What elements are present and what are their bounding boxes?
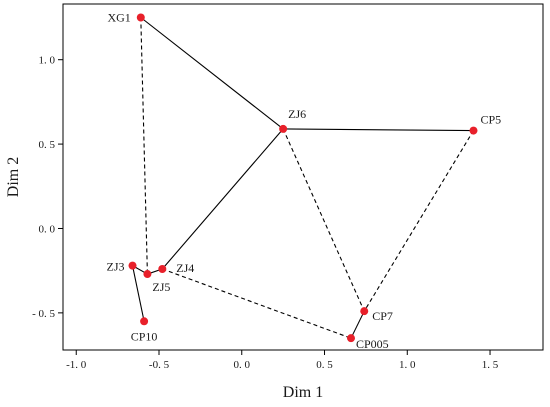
- x-tick-label: -0. 5: [149, 359, 170, 371]
- y-tick-label: 0. 0: [39, 223, 56, 235]
- points-layer: XG1 ZJ6 CP5 ZJ3 ZJ4 ZJ5 CP10 CP7 CP005: [107, 11, 502, 352]
- data-point: [347, 334, 355, 343]
- point-label: XG1: [107, 11, 130, 25]
- dashed-edge: [363, 130, 474, 312]
- solid-edge: [131, 265, 145, 322]
- data-point: [279, 124, 288, 133]
- point-label: ZJ3: [107, 260, 125, 274]
- point-label: ZJ4: [176, 261, 194, 275]
- y-tick-label: 0. 5: [39, 139, 56, 151]
- dashed-edge: [282, 128, 365, 312]
- y-tick-label: - 0. 5: [32, 308, 55, 320]
- point-label: ZJ5: [152, 280, 170, 294]
- point-label: CP5: [480, 113, 501, 127]
- point-label: ZJ6: [288, 107, 306, 121]
- point-label: CP005: [356, 337, 389, 351]
- solid-edge: [161, 128, 284, 270]
- x-tick-label: 1. 0: [399, 359, 416, 371]
- data-point: [136, 13, 145, 22]
- data-point: [140, 317, 149, 326]
- point-label: CP7: [372, 309, 393, 323]
- dashed-edge: [140, 17, 148, 275]
- x-tick-label: 0. 0: [234, 359, 251, 371]
- point-label: CP10: [131, 329, 158, 343]
- edges-layer: [131, 17, 474, 339]
- solid-edge: [140, 17, 284, 130]
- y-axis-label: Dim 2: [5, 157, 22, 197]
- x-axis-label: Dim 1: [283, 384, 323, 401]
- y-tick-label: 1. 0: [39, 55, 56, 67]
- x-tick-label: 1. 5: [482, 359, 499, 371]
- x-tick-label: 0. 5: [316, 359, 333, 371]
- x-tick-label: -1. 0: [66, 359, 87, 371]
- data-point: [128, 261, 137, 270]
- solid-edge: [283, 128, 474, 132]
- data-point: [360, 307, 369, 316]
- ticks-layer: -1. 0 -0. 5 0. 0 0. 5 1. 0 1. 5 - 0. 5 0. 0 0. 5…: [32, 55, 499, 371]
- data-point: [158, 264, 167, 273]
- plot-frame: [62, 3, 544, 351]
- data-point: [469, 126, 478, 135]
- dashed-edge: [162, 268, 352, 339]
- data-point: [143, 270, 152, 279]
- solid-edge: [350, 310, 365, 339]
